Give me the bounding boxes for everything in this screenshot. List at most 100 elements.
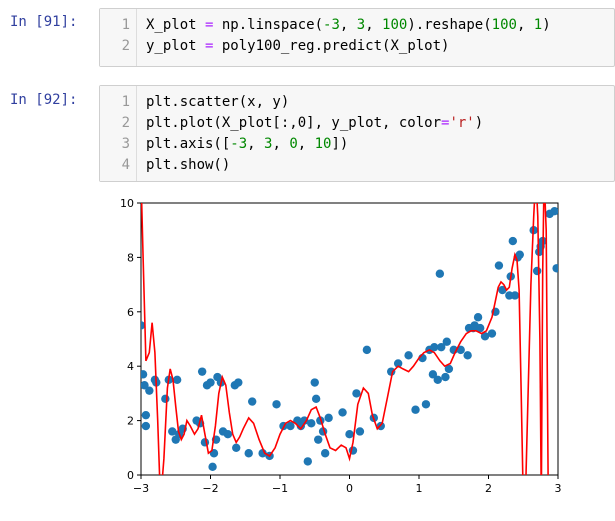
scatter-point: [141, 421, 151, 431]
scatter-point: [444, 364, 454, 374]
scatter-point: [286, 421, 295, 431]
code-token: -3: [323, 17, 340, 33]
code-token: =: [205, 17, 214, 33]
scatter-point: [320, 449, 330, 458]
x-tick-label: 1: [416, 482, 423, 495]
y-tick-label: 10: [120, 197, 134, 210]
code-text: plt.show(): [146, 155, 230, 175]
scatter-point: [441, 372, 450, 382]
scatter-point: [475, 323, 485, 333]
scatter-point: [473, 313, 483, 322]
code-token: y_plot: [146, 38, 206, 54]
scatter-point: [550, 206, 558, 216]
code-token: ).reshape(: [407, 17, 492, 33]
regression-line: [141, 203, 549, 475]
code-token: ]): [331, 136, 349, 152]
scatter-point: [258, 449, 267, 458]
line-number-gutter: [100, 9, 137, 66]
code-token: -3: [230, 136, 248, 152]
code-token: ,: [272, 136, 290, 152]
line-number: 3: [121, 136, 130, 152]
code-text: plt.axis([-3, 3, 0, 10]): [146, 134, 348, 154]
scatter-point: [223, 430, 233, 439]
scatter-point: [387, 367, 396, 376]
line-number: 1: [121, 17, 130, 33]
scatter-point: [172, 375, 182, 384]
code-token: np.linspace(: [213, 17, 324, 33]
scatter-point: [435, 269, 445, 278]
line-number: 2: [121, 115, 130, 131]
scatter-point: [272, 400, 281, 409]
scatter-point: [552, 264, 558, 273]
cell-output-plot: −3 −2 −1 0 1 2 3 0 2 4 6 8 10: [99, 188, 615, 517]
code-token: plt.plot(X_plot[:,0], y_plot, color: [146, 115, 442, 131]
code-line[interactable]: 2 plt.plot(X_plot[:,0], y_plot, color='r'…: [100, 113, 614, 133]
scatter-point: [141, 381, 149, 390]
code-token: 3: [356, 17, 366, 33]
y-tick-label: 0: [127, 469, 134, 482]
code-token: 0: [289, 136, 298, 152]
code-line[interactable]: 1 plt.scatter(x, y): [100, 92, 614, 112]
code-line[interactable]: 2 y_plot = poly100_reg.predict(X_plot): [100, 36, 614, 56]
code-token: ,: [339, 17, 357, 33]
scatter-point: [362, 345, 372, 355]
scatter-point: [141, 321, 146, 330]
x-tick-label: 3: [555, 482, 562, 495]
scatter-point: [515, 250, 524, 259]
code-text: y_plot = poly100_reg.predict(X_plot): [146, 36, 449, 56]
code-line[interactable]: 3 plt.axis([-3, 3, 0, 10]): [100, 134, 614, 154]
scatter-point: [498, 285, 507, 295]
scatter-point: [324, 413, 333, 423]
scatter-point: [442, 337, 451, 346]
axes-frame: [140, 202, 559, 476]
scatter-point: [532, 266, 542, 276]
scatter-point: [248, 397, 257, 406]
code-token: 1: [533, 17, 543, 33]
scatter-point: [428, 370, 438, 379]
input-prompt: In [92]:: [10, 92, 78, 108]
scatter-point: [411, 405, 420, 414]
x-tick-label: 0: [346, 482, 353, 495]
code-token: ,: [365, 17, 383, 33]
scatter-point: [352, 389, 361, 398]
y-tick-label: 8: [127, 251, 134, 264]
code-token: plt.axis([: [146, 136, 231, 152]
code-token: =: [441, 115, 450, 131]
scatter-point: [244, 449, 253, 458]
x-tick-label: 2: [485, 482, 492, 495]
code-input-area[interactable]: 1 X_plot = np.linspace(-3, 3, 100).reshap…: [99, 8, 615, 67]
code-token: 'r': [449, 115, 475, 131]
scatter-point: [463, 351, 472, 360]
y-tick-label: 6: [127, 306, 134, 319]
y-tick-label: 2: [127, 415, 134, 428]
code-token: ,: [247, 136, 265, 152]
scatter-point: [234, 378, 243, 387]
scatter-point: [161, 394, 170, 404]
code-token: plt.scatter(x, y): [146, 94, 290, 110]
code-text: X_plot = np.linspace(-3, 3, 100).reshape…: [146, 15, 551, 35]
code-token: X_plot: [146, 17, 206, 33]
code-input-area[interactable]: 1 plt.scatter(x, y) 2 plt.plot(X_plot[:,0],…: [99, 85, 615, 182]
x-tick-label: −2: [202, 482, 218, 495]
scatter-point: [206, 378, 215, 387]
scatter-plot-figure: −3 −2 −1 0 1 2 3 0 2 4 6 8 10: [120, 197, 562, 495]
scatter-point: [421, 400, 431, 409]
scatter-point: [141, 370, 148, 379]
scatter-point: [345, 430, 354, 439]
scatter-point: [303, 457, 312, 466]
scatter-point: [437, 342, 446, 352]
scatter-point: [355, 427, 365, 436]
scatter-point: [145, 386, 154, 395]
scatter-point: [307, 419, 316, 428]
code-token: 100: [491, 17, 517, 33]
code-token: ): [474, 115, 484, 131]
scatter-point: [393, 359, 403, 368]
scatter-point: [314, 435, 323, 444]
code-text: plt.scatter(x, y): [146, 92, 289, 112]
scatter-point: [456, 345, 465, 355]
code-line[interactable]: 1 X_plot = np.linspace(-3, 3, 100).reshap…: [100, 15, 614, 35]
scatter-point: [487, 329, 497, 338]
scatter-point: [508, 236, 518, 246]
x-tick-label: −1: [272, 482, 288, 495]
code-line[interactable]: 4 plt.show(): [100, 155, 614, 175]
